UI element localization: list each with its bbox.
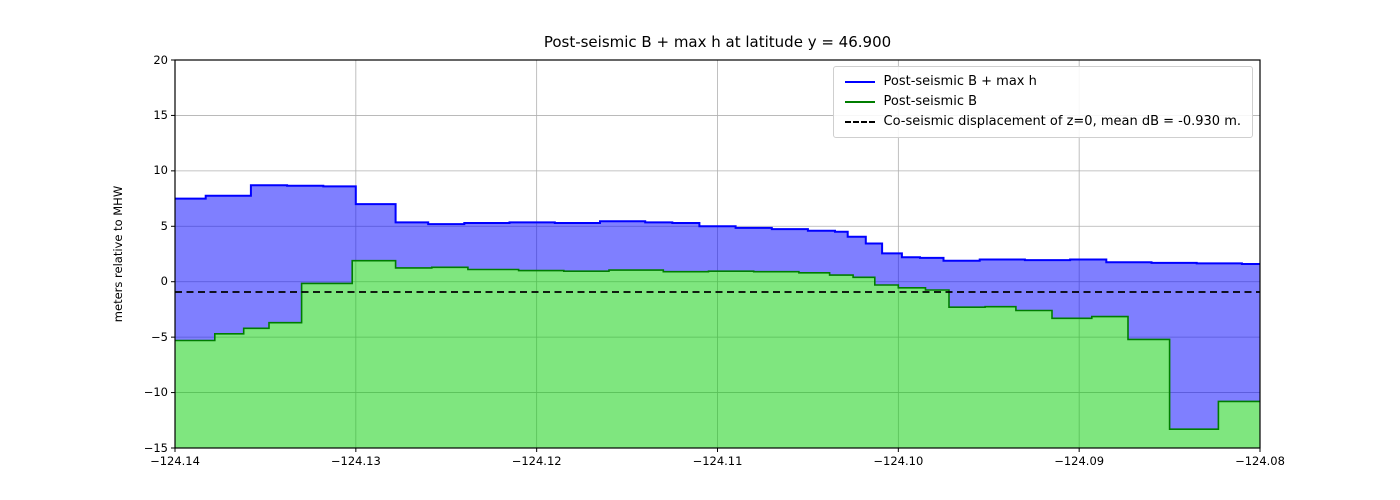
x-tick-label: −124.12 [511, 454, 562, 468]
x-tick-label: −124.08 [1235, 454, 1285, 468]
x-tick-label: −124.13 [330, 454, 381, 468]
series-line-post-seismic-b [175, 259, 1260, 431]
y-tick-label: −10 [143, 385, 168, 400]
legend-item: Co-seismic displacement of z=0, mean dB … [844, 114, 1242, 129]
series-fill-post-seismic-b [175, 260, 1260, 448]
y-tick-label: 20 [153, 52, 168, 67]
x-tick-label: −124.14 [150, 454, 200, 468]
legend-item: Post-seismic B + max h [844, 74, 1242, 89]
legend-line-icon [844, 100, 875, 103]
legend-line-icon [844, 80, 875, 83]
y-tick-label: 5 [160, 218, 168, 233]
chart-title: Post-seismic B + max h at latitude y = 4… [543, 33, 892, 51]
y-tick-label: 0 [160, 274, 168, 289]
legend-dashed-line-icon [844, 120, 875, 123]
legend: Post-seismic B + max h Post-seismic B Co-s… [832, 66, 1253, 138]
x-tick-label: −124.09 [1054, 454, 1105, 468]
legend-label: Post-seismic B + max h [883, 74, 1037, 89]
x-tick-label: −124.11 [692, 454, 743, 468]
legend-label: Co-seismic displacement of z=0, mean dB … [883, 114, 1242, 129]
series-fill-b-plus-max-h [175, 185, 1260, 430]
series-line-b-plus-max-h [175, 184, 1260, 265]
y-tick-label: −15 [143, 440, 168, 455]
y-tick-label: 15 [153, 107, 168, 122]
x-tick-label: −124.10 [873, 454, 924, 468]
y-tick-label: −5 [151, 329, 168, 344]
legend-label: Post-seismic B [883, 94, 978, 109]
y-tick-label: 10 [153, 163, 168, 178]
legend-item: Post-seismic B [844, 94, 1242, 109]
